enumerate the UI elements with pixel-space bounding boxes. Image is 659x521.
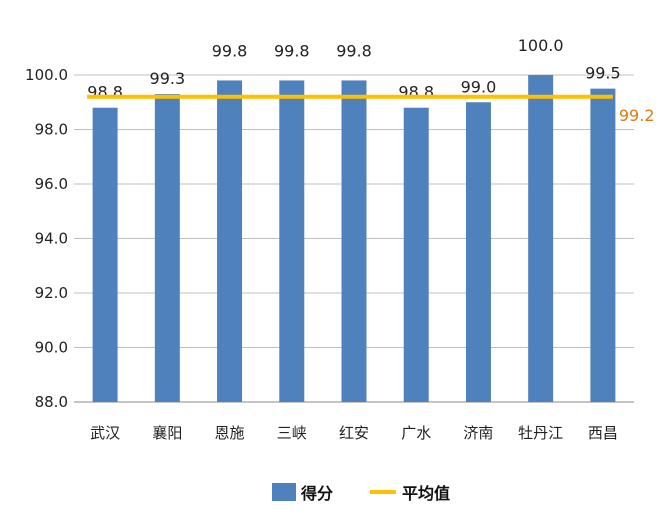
y-tick-label: 92.0 [35, 284, 68, 302]
category-label: 广水 [401, 424, 431, 442]
average-value-label: 99.2 [619, 106, 655, 125]
legend-label-score: 得分 [300, 484, 333, 503]
value-label: 99.5 [585, 64, 621, 83]
category-label: 红安 [339, 424, 369, 442]
value-label: 99.8 [274, 41, 310, 60]
y-tick-label: 94.0 [35, 230, 68, 248]
y-axis-ticks: 88.0 90.0 92.0 94.0 96.0 98.0 100.0 [25, 66, 68, 411]
bar [465, 102, 491, 402]
x-axis-categories: 武汉 襄阳 恩施 三峡 红安 广水 济南 牡丹江 西昌 [90, 424, 618, 442]
value-label: 98.8 [398, 83, 434, 102]
legend-label-average: 平均值 [402, 484, 450, 503]
value-label: 99.8 [212, 41, 248, 60]
bar [92, 107, 118, 402]
value-label: 98.8 [87, 83, 123, 102]
y-tick-label: 90.0 [35, 339, 68, 357]
value-label: 99.8 [336, 41, 372, 60]
bars [92, 75, 616, 402]
category-label: 襄阳 [152, 424, 182, 442]
category-label: 三峡 [277, 424, 307, 442]
value-label: 99.0 [461, 77, 497, 96]
category-label: 武汉 [90, 424, 120, 442]
y-tick-label: 98.0 [35, 121, 68, 139]
category-label: 恩施 [215, 424, 245, 442]
legend-swatch-score [272, 483, 296, 501]
value-label: 100.0 [518, 36, 564, 55]
bar [154, 94, 180, 402]
bar [279, 80, 305, 402]
y-tick-label: 100.0 [25, 66, 68, 84]
y-tick-label: 88.0 [35, 393, 68, 411]
legend: 得分 平均值 [272, 483, 450, 503]
bar [341, 80, 367, 402]
y-tick-label: 96.0 [35, 175, 68, 193]
bar [528, 75, 554, 402]
value-label: 99.3 [150, 69, 186, 88]
average-line-group: 99.2 [87, 94, 655, 125]
bar [217, 80, 243, 402]
category-label: 济南 [463, 424, 493, 442]
bar [590, 88, 616, 402]
category-label: 西昌 [588, 424, 618, 442]
category-label: 牡丹江 [518, 424, 563, 442]
bar [403, 107, 429, 402]
